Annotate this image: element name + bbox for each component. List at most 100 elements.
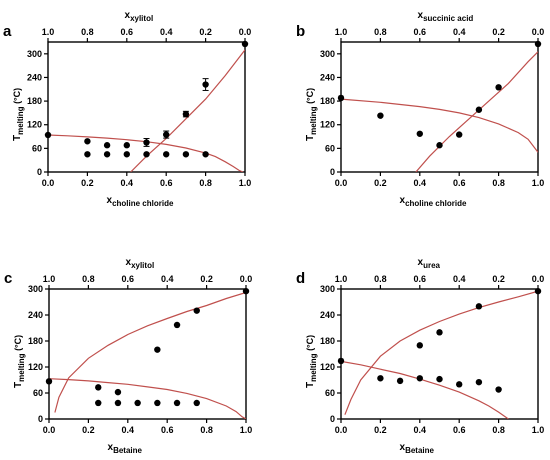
x-tick-label: 0.0 [335, 425, 348, 435]
data-point [337, 94, 345, 102]
data-point [123, 151, 130, 158]
y-axis-title: Tmelting (°C) [305, 335, 318, 388]
x-tick-label: 0.8 [492, 425, 505, 435]
x-tick-label: 0.6 [453, 178, 466, 188]
y-tick-label: 60 [325, 388, 335, 398]
data-point [163, 131, 170, 138]
x2-tick-label: 0.2 [199, 27, 212, 37]
x2-axis-title: xurea [418, 257, 441, 270]
liquidus-curve-1 [48, 134, 244, 172]
x2-tick-label: 0.8 [374, 274, 387, 284]
panel-a: a0.01.00.20.80.40.60.60.40.80.21.00.0060… [3, 10, 251, 208]
x2-tick-label: 0.2 [200, 274, 213, 284]
x2-tick-label: 0.4 [453, 274, 466, 284]
x-tick-label: 1.0 [240, 425, 253, 435]
x-tick-label: 0.4 [122, 425, 135, 435]
data-point [193, 307, 200, 314]
x2-tick-label: 0.0 [240, 274, 253, 284]
y-tick-label: 120 [320, 120, 335, 130]
data-point [45, 378, 53, 385]
x-tick-label: 0.2 [374, 425, 387, 435]
x-tick-label: 0.4 [414, 425, 427, 435]
y-tick-label: 120 [28, 362, 43, 372]
data-point [202, 81, 209, 88]
y-tick-label: 300 [28, 284, 43, 294]
y-tick-label: 60 [32, 143, 42, 153]
liquidus-curve-1 [341, 360, 509, 419]
panel-b: b0.01.00.20.80.40.60.60.40.80.21.00.0060… [296, 10, 544, 208]
data-point [143, 139, 150, 146]
y-tick-label: 300 [320, 49, 335, 59]
y-tick-label: 120 [320, 362, 335, 372]
x-tick-label: 0.8 [200, 425, 213, 435]
x2-tick-label: 0.2 [492, 27, 505, 37]
data-point [436, 375, 443, 383]
x-axis-title: xcholine chloride [400, 195, 467, 208]
x2-tick-label: 0.0 [532, 27, 545, 37]
y-tick-label: 300 [320, 284, 335, 294]
data-point [173, 399, 181, 407]
data-point [202, 151, 209, 158]
data-point [534, 287, 542, 295]
data-point [475, 303, 483, 310]
y-tick-label: 300 [27, 49, 42, 59]
x-tick-label: 1.0 [239, 178, 252, 188]
data-point [103, 151, 111, 158]
x-tick-label: 0.4 [414, 178, 427, 188]
panel-d: d0.01.00.20.80.40.60.60.40.80.21.00.0060… [296, 257, 544, 455]
y-tick-label: 60 [33, 388, 43, 398]
panel-letter: b [296, 23, 305, 40]
x2-tick-label: 0.8 [82, 274, 95, 284]
panel-c: c0.01.00.20.80.40.60.60.40.80.21.00.0060… [4, 257, 252, 455]
data-point [241, 40, 249, 48]
x-tick-label: 0.4 [121, 178, 134, 188]
data-point [84, 138, 91, 145]
data-point [242, 287, 250, 295]
y-tick-label: 240 [27, 72, 42, 82]
data-point [396, 377, 404, 385]
x-tick-label: 0.0 [335, 178, 348, 188]
x-tick-label: 0.0 [43, 425, 56, 435]
y-axis-title: Tmelting (°C) [305, 88, 318, 141]
data-point [456, 131, 463, 138]
data-point [416, 375, 423, 382]
data-point [182, 110, 190, 118]
y-tick-label: 180 [28, 336, 43, 346]
x2-tick-label: 1.0 [43, 274, 56, 284]
y-tick-label: 240 [320, 310, 335, 320]
data-point [337, 357, 345, 365]
y-tick-label: 180 [27, 96, 42, 106]
data-point [95, 399, 102, 407]
y-tick-label: 120 [27, 120, 42, 130]
data-point [173, 321, 181, 329]
data-point [475, 106, 483, 113]
x2-tick-label: 1.0 [335, 274, 348, 284]
data-point [456, 381, 463, 388]
data-point [495, 386, 502, 393]
plot-frame [48, 288, 247, 420]
data-point [495, 84, 502, 91]
data-point [475, 378, 483, 386]
x-tick-label: 0.8 [492, 178, 505, 188]
x2-axis-title: xsuccinic acid [418, 10, 474, 23]
y-tick-label: 240 [28, 310, 43, 320]
data-point [114, 388, 122, 396]
data-point [193, 399, 200, 407]
x-tick-label: 0.0 [42, 178, 55, 188]
plot-frame [340, 41, 539, 173]
data-point [114, 399, 122, 407]
liquidus-curve-2 [344, 290, 538, 415]
x-tick-label: 1.0 [532, 178, 545, 188]
y-tick-label: 180 [320, 336, 335, 346]
data-point [182, 151, 190, 158]
data-point [377, 112, 384, 119]
data-point [416, 130, 423, 137]
x-tick-label: 0.6 [160, 178, 173, 188]
x-axis-title: xBetaine [400, 442, 435, 455]
x-axis-title: xcholine chloride [107, 195, 174, 208]
x2-tick-label: 0.4 [453, 27, 466, 37]
x2-tick-label: 0.8 [81, 27, 94, 37]
data-point [154, 399, 161, 407]
data-point [416, 342, 423, 349]
y-tick-label: 0 [330, 414, 335, 424]
